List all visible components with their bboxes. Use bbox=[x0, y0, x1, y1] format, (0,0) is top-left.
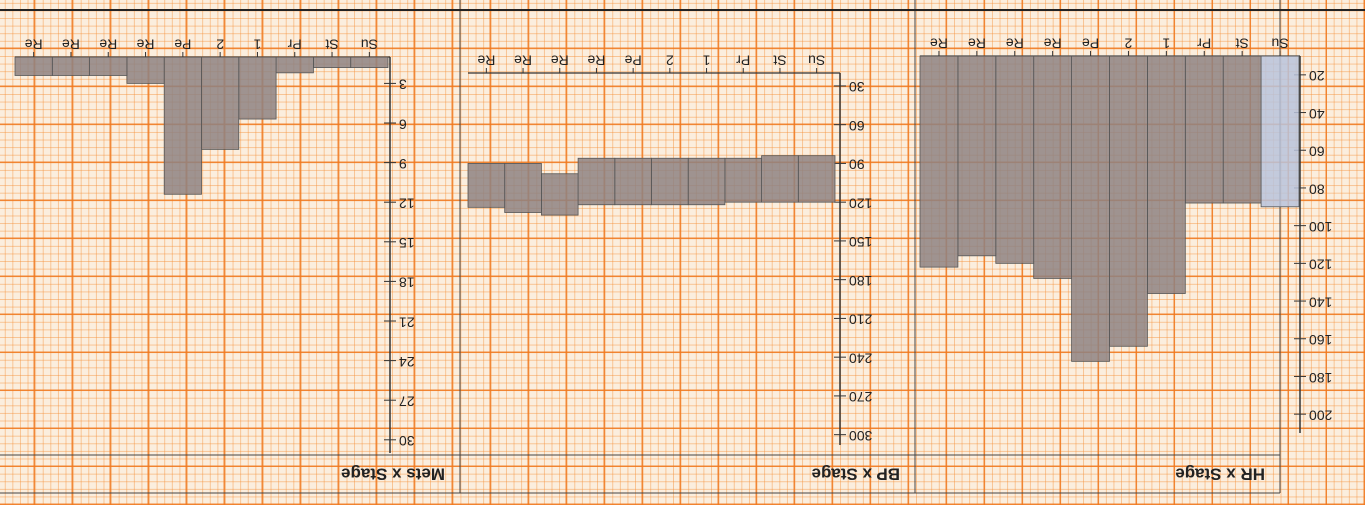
bar bbox=[238, 56, 277, 120]
range-bar bbox=[467, 163, 506, 208]
y-tick-label: 200 bbox=[1309, 407, 1333, 423]
range-bar bbox=[614, 157, 652, 206]
x-tick-label: Su bbox=[1271, 35, 1288, 51]
y-tick-label: 30 bbox=[399, 433, 415, 449]
y-tick-label: 18 bbox=[399, 275, 415, 291]
x-tick-label: Re bbox=[587, 52, 605, 68]
bar bbox=[1033, 55, 1073, 279]
x-tick-label: Re bbox=[477, 52, 495, 68]
bar bbox=[163, 56, 202, 195]
x-tick-label: Re bbox=[24, 36, 42, 52]
y-tick-label: 300 bbox=[849, 428, 873, 444]
bar bbox=[201, 56, 240, 150]
range-bar bbox=[504, 163, 542, 213]
bar bbox=[14, 56, 53, 76]
chart-title: BP x Stage bbox=[811, 465, 900, 484]
bar bbox=[51, 56, 90, 76]
x-tick-label: Su bbox=[361, 36, 378, 52]
x-tick-label: Re bbox=[1043, 35, 1061, 51]
y-tick-label: 80 bbox=[1309, 181, 1325, 197]
range-bar bbox=[797, 155, 836, 203]
y-tick-label: 27 bbox=[399, 393, 415, 409]
bar bbox=[995, 55, 1035, 264]
x-tick-label: Re bbox=[551, 52, 569, 68]
x-tick-label: Pe bbox=[174, 36, 191, 52]
x-tick-label: St bbox=[773, 52, 786, 68]
bar bbox=[1109, 55, 1148, 347]
bar bbox=[919, 55, 959, 268]
x-tick-label: Pr bbox=[736, 52, 750, 68]
x-tick-label: Pr bbox=[287, 36, 301, 52]
bar bbox=[313, 56, 352, 68]
x-tick-label: Pe bbox=[1082, 35, 1099, 51]
x-tick-label: Pr bbox=[1197, 35, 1211, 51]
bar bbox=[275, 56, 314, 74]
bar bbox=[1071, 55, 1110, 362]
y-tick-label: 120 bbox=[1309, 257, 1333, 273]
x-tick-label: 2 bbox=[666, 52, 674, 68]
y-tick-label: 90 bbox=[849, 157, 865, 173]
range-bar bbox=[724, 157, 762, 203]
y-tick-label: 270 bbox=[849, 389, 873, 405]
y-tick-label: 15 bbox=[399, 235, 415, 251]
x-tick-label: 1 bbox=[1162, 35, 1170, 51]
x-tick-label: Re bbox=[62, 36, 80, 52]
range-bar bbox=[687, 157, 726, 206]
y-tick-label: 60 bbox=[849, 118, 865, 134]
x-tick-label: Su bbox=[808, 52, 825, 68]
y-tick-label: 20 bbox=[1309, 68, 1325, 84]
chart-title: HR x Stage bbox=[1175, 465, 1265, 484]
bar bbox=[126, 56, 165, 84]
y-tick-label: 30 bbox=[849, 79, 865, 95]
range-bar bbox=[577, 157, 616, 206]
bar bbox=[1222, 55, 1262, 204]
bar bbox=[1184, 55, 1224, 204]
x-tick-label: Re bbox=[968, 35, 986, 51]
x-tick-label: Re bbox=[514, 52, 532, 68]
range-bar bbox=[761, 155, 799, 203]
bar bbox=[1147, 55, 1186, 294]
y-tick-label: 40 bbox=[1309, 106, 1325, 122]
y-tick-label: 180 bbox=[849, 273, 873, 289]
y-tick-label: 60 bbox=[1309, 144, 1325, 160]
y-tick-label: 3 bbox=[399, 77, 407, 93]
bar bbox=[89, 56, 128, 76]
range-bar bbox=[651, 157, 689, 206]
x-tick-label: 2 bbox=[1124, 35, 1132, 51]
y-tick-label: 210 bbox=[849, 312, 873, 328]
y-tick-label: 100 bbox=[1309, 219, 1333, 235]
y-tick-label: 180 bbox=[1309, 370, 1333, 386]
bar bbox=[957, 55, 997, 257]
x-tick-label: 1 bbox=[702, 52, 710, 68]
bar bbox=[350, 56, 389, 68]
x-tick-label: St bbox=[325, 36, 338, 52]
x-tick-label: 2 bbox=[216, 36, 224, 52]
y-tick-label: 12 bbox=[399, 195, 415, 211]
y-tick-label: 240 bbox=[849, 350, 873, 366]
x-tick-label: Re bbox=[1006, 35, 1024, 51]
y-tick-label: 21 bbox=[399, 314, 415, 330]
y-tick-label: 160 bbox=[1309, 332, 1333, 348]
x-tick-label: Pe bbox=[624, 52, 641, 68]
y-tick-label: 120 bbox=[849, 195, 873, 211]
range-bar bbox=[540, 173, 579, 216]
y-tick-label: 6 bbox=[399, 116, 407, 132]
x-tick-label: Re bbox=[930, 35, 948, 51]
y-tick-label: 9 bbox=[399, 156, 407, 172]
chart-title: Mets x Stage bbox=[341, 465, 445, 484]
x-tick-label: Re bbox=[99, 36, 117, 52]
y-tick-label: 150 bbox=[849, 234, 873, 250]
y-tick-label: 24 bbox=[399, 354, 415, 370]
x-tick-label: St bbox=[1235, 35, 1248, 51]
bar bbox=[1260, 55, 1300, 208]
x-tick-label: Re bbox=[136, 36, 154, 52]
y-tick-label: 140 bbox=[1309, 294, 1333, 310]
x-tick-label: 1 bbox=[253, 36, 261, 52]
